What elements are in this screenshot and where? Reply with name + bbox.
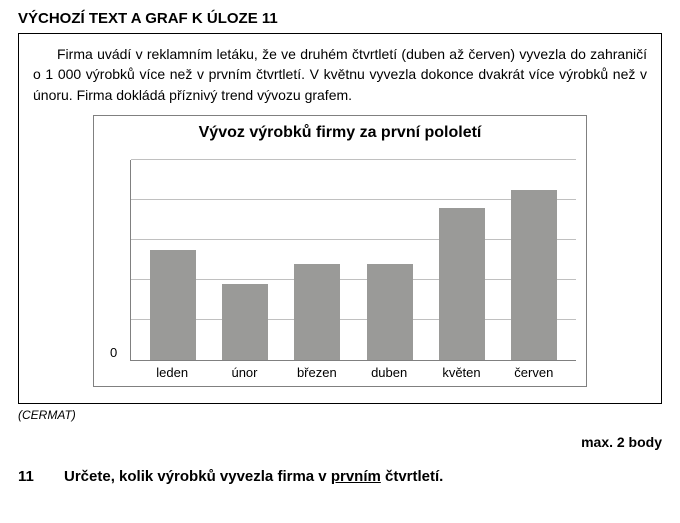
problem-paragraph: Firma uvádí v reklamním letáku, že ve dr… xyxy=(33,44,647,105)
question-number: 11 xyxy=(18,468,40,485)
chart-container: Vývoz výrobků firmy za první pololetí 0 … xyxy=(93,115,587,387)
category-label: květen xyxy=(438,365,484,380)
question-text-post: čtvrtletí. xyxy=(381,468,444,485)
chart-area: 0 leden únor březen duben květen červen xyxy=(104,160,576,380)
bars-row xyxy=(131,160,576,360)
bar xyxy=(367,264,413,360)
category-label: duben xyxy=(366,365,412,380)
bar xyxy=(439,208,485,360)
category-label: červen xyxy=(511,365,557,380)
chart-title: Vývoz výrobků firmy za první pololetí xyxy=(104,124,576,142)
category-label: březen xyxy=(294,365,340,380)
bar xyxy=(511,190,557,360)
question-text: Určete, kolik výrobků vyvezla firma v pr… xyxy=(64,468,443,485)
max-points: max. 2 body xyxy=(18,434,662,450)
problem-box: Firma uvádí v reklamním letáku, že ve dr… xyxy=(18,33,662,404)
question-text-underlined: prvním xyxy=(331,468,381,485)
category-label: únor xyxy=(221,365,267,380)
labels-row: leden únor březen duben květen červen xyxy=(130,361,576,380)
question-text-pre: Určete, kolik výrobků vyvezla firma v xyxy=(64,468,331,485)
source-note: (CERMAT) xyxy=(18,408,662,422)
question-row: 11 Určete, kolik výrobků vyvezla firma v… xyxy=(18,468,662,485)
bar xyxy=(150,250,196,360)
category-label: leden xyxy=(149,365,195,380)
bar xyxy=(294,264,340,360)
bar xyxy=(222,284,268,360)
y-zero-label: 0 xyxy=(110,345,117,360)
plot-grid xyxy=(130,160,576,361)
section-title: VÝCHOZÍ TEXT A GRAF K ÚLOZE 11 xyxy=(18,10,662,27)
chart-plot: leden únor březen duben květen červen xyxy=(130,160,576,380)
